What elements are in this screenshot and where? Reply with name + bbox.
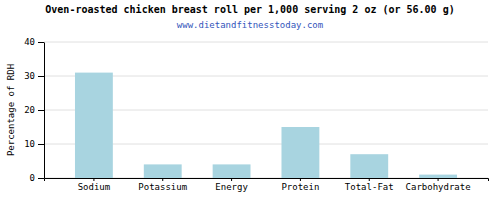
bar bbox=[419, 175, 457, 178]
tick: Total-Fat bbox=[345, 178, 394, 192]
tick-label: Potassium bbox=[138, 182, 187, 192]
tick-mark bbox=[369, 178, 370, 181]
title: Oven-roasted chicken breast roll per 1,0… bbox=[45, 4, 454, 15]
bar bbox=[281, 127, 319, 178]
tick-label: 10 bbox=[24, 139, 35, 149]
tick: 40 bbox=[24, 37, 44, 47]
tick-label: Sodium bbox=[78, 182, 111, 192]
tick-mark bbox=[38, 76, 44, 77]
subtitle: www.dietandfitnesstoday.com bbox=[177, 20, 323, 30]
tick-label: 0 bbox=[30, 173, 35, 183]
chart: Oven-roasted chicken breast roll per 1,0… bbox=[0, 0, 500, 200]
tick-mark bbox=[231, 178, 232, 181]
tick-label: Energy bbox=[215, 182, 248, 192]
tick-mark bbox=[93, 178, 94, 181]
tick: Carbohydrate bbox=[406, 178, 471, 192]
tick-label: Protein bbox=[281, 182, 319, 192]
tick-mark bbox=[300, 178, 301, 181]
tick-label: 20 bbox=[24, 105, 35, 115]
tick-mark bbox=[38, 110, 44, 111]
grid bbox=[44, 42, 488, 178]
tick-mark bbox=[38, 144, 44, 145]
y-axis: 0 10 20 30 40 bbox=[24, 37, 44, 183]
tick-label: Total-Fat bbox=[345, 182, 394, 192]
tick-mark bbox=[38, 178, 44, 179]
bar bbox=[350, 154, 388, 178]
tick-mark bbox=[162, 178, 163, 181]
tick: Protein bbox=[281, 178, 319, 192]
tick-label: Carbohydrate bbox=[406, 182, 471, 192]
bar bbox=[213, 164, 251, 178]
tick: 30 bbox=[24, 71, 44, 81]
grid-line bbox=[44, 42, 488, 43]
tick: Potassium bbox=[138, 178, 187, 192]
tick: Energy bbox=[215, 178, 248, 192]
axis-line bbox=[44, 43, 45, 179]
tick: 10 bbox=[24, 139, 44, 149]
tick: 0 bbox=[30, 173, 44, 183]
bar bbox=[75, 73, 113, 178]
tick-mark bbox=[438, 178, 439, 181]
tick: 20 bbox=[24, 105, 44, 115]
tick-mark bbox=[38, 42, 44, 43]
bars bbox=[75, 73, 457, 178]
tick: Sodium bbox=[78, 178, 111, 192]
tick-label: 40 bbox=[24, 37, 35, 47]
y-axis-title: Percentage of RDH bbox=[6, 64, 16, 156]
plot: 0 10 20 30 40 Sodium Potassium Energy Protein Tot… bbox=[24, 37, 488, 192]
bar bbox=[144, 164, 182, 178]
x-axis: Sodium Potassium Energy Protein Total-Fat Car… bbox=[45, 178, 489, 192]
tick-label: 30 bbox=[24, 71, 35, 81]
axis-line bbox=[45, 179, 489, 182]
